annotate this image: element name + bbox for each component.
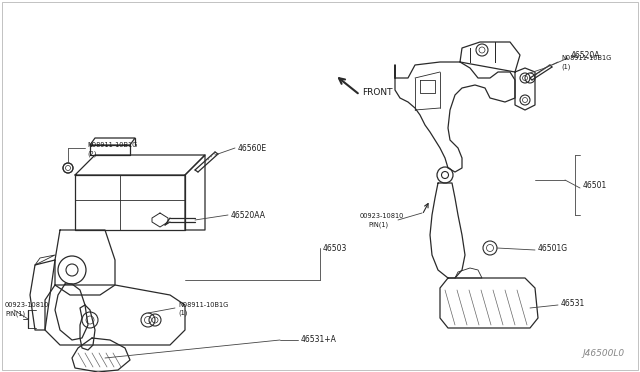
Text: 00923-10810: 00923-10810: [360, 213, 404, 219]
Text: J46500L0: J46500L0: [583, 349, 625, 358]
Text: PIN(1): PIN(1): [5, 311, 25, 317]
Text: 46560E: 46560E: [238, 144, 267, 153]
Text: FRONT: FRONT: [362, 87, 392, 96]
Text: 46501G: 46501G: [538, 244, 568, 253]
Text: 46531+A: 46531+A: [301, 336, 337, 344]
Text: N08911-10B1G: N08911-10B1G: [87, 142, 137, 148]
Text: 46503: 46503: [323, 244, 348, 253]
Text: (1): (1): [178, 310, 188, 316]
Text: N08911-10B1G: N08911-10B1G: [178, 302, 228, 308]
Text: 46501: 46501: [583, 180, 607, 189]
Text: N08911-10B1G: N08911-10B1G: [561, 55, 611, 61]
Text: (2): (2): [87, 151, 97, 157]
Text: 46531: 46531: [561, 298, 585, 308]
Text: (1): (1): [561, 64, 570, 70]
Text: 00923-10810: 00923-10810: [5, 302, 49, 308]
Text: PIN(1): PIN(1): [368, 222, 388, 228]
Text: 46520A: 46520A: [571, 51, 600, 60]
Text: 46520AA: 46520AA: [231, 211, 266, 219]
